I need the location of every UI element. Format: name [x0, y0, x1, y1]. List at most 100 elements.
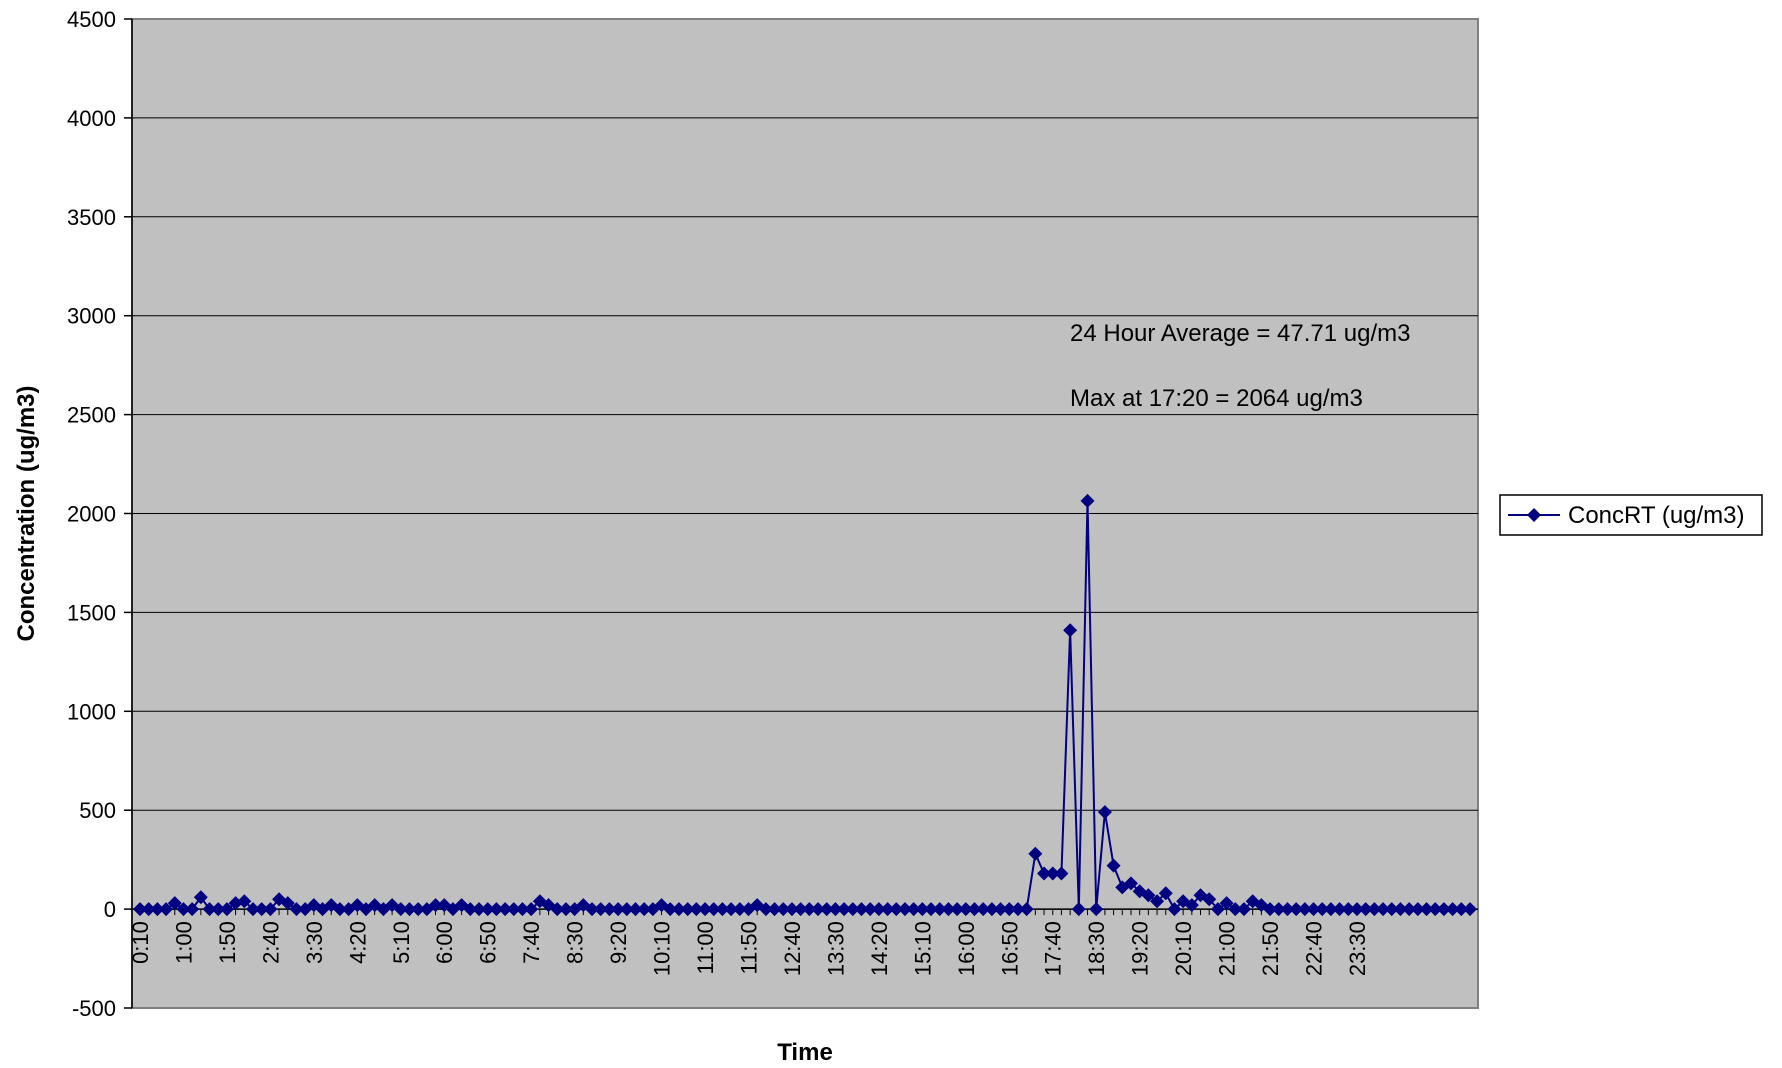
- data-point: [1280, 902, 1295, 917]
- data-point: [1236, 902, 1251, 917]
- data-point: [498, 902, 513, 917]
- data-point: [1445, 902, 1460, 917]
- data-point: [845, 902, 860, 917]
- data-point: [1297, 902, 1312, 917]
- data-point: [150, 902, 165, 917]
- data-point: [637, 902, 652, 917]
- data-point: [411, 902, 426, 917]
- data-point: [915, 902, 930, 917]
- x-tick-label: 21:00: [1215, 921, 1240, 976]
- x-tick-label: 15:10: [910, 921, 935, 976]
- y-tick-label: 2500: [67, 403, 116, 428]
- data-point: [993, 902, 1008, 917]
- x-tick-label: 21:50: [1258, 921, 1283, 976]
- data-point: [732, 902, 747, 917]
- data-point: [1263, 902, 1278, 917]
- data-point: [1341, 902, 1356, 917]
- x-tick-label: 5:10: [389, 921, 414, 964]
- data-point: [289, 902, 304, 917]
- data-point: [246, 902, 261, 917]
- data-point: [176, 902, 191, 917]
- data-point: [880, 902, 895, 917]
- y-tick-label: 500: [79, 798, 116, 823]
- data-point: [1315, 902, 1330, 917]
- data-point: [819, 902, 834, 917]
- x-tick-label: 11:50: [736, 921, 761, 974]
- x-tick-label: 13:30: [823, 921, 848, 976]
- data-point: [1384, 902, 1399, 917]
- data-point: [1071, 902, 1086, 917]
- data-point: [793, 902, 808, 917]
- data-point: [1210, 902, 1225, 917]
- data-point: [1202, 892, 1217, 907]
- data-point: [1167, 902, 1182, 917]
- data-point: [211, 902, 226, 917]
- data-point: [237, 894, 252, 909]
- data-point: [1158, 886, 1173, 901]
- data-point: [1184, 898, 1199, 913]
- data-point: [1349, 902, 1364, 917]
- data-point: [1463, 902, 1477, 917]
- legend-label: ConcRT (ug/m3): [1568, 502, 1745, 529]
- data-point: [663, 902, 678, 917]
- data-point: [263, 902, 278, 917]
- data-point: [698, 902, 713, 917]
- data-point: [602, 902, 617, 917]
- data-point: [1106, 858, 1121, 873]
- data-point: [932, 902, 947, 917]
- y-tick-label: 4500: [67, 7, 116, 32]
- legend: ConcRT (ug/m3): [1499, 494, 1763, 536]
- x-tick-label: 20:10: [1171, 921, 1196, 976]
- data-point: [802, 902, 817, 917]
- data-point: [724, 902, 739, 917]
- data-point: [854, 902, 869, 917]
- y-tick-label: -500: [72, 996, 116, 1021]
- y-tick-label: 3000: [67, 304, 116, 329]
- x-tick-label: 22:40: [1302, 921, 1327, 976]
- data-point: [628, 902, 643, 917]
- legend-marker: [1527, 508, 1541, 522]
- x-tick-label: 8:30: [563, 921, 588, 964]
- data-point: [1289, 902, 1304, 917]
- y-axis-ticks: -500 0 500 1000 1500 2000 2500 3000 3500 4000 4500: [67, 7, 132, 1021]
- data-point: [1080, 493, 1095, 508]
- data-point: [941, 902, 956, 917]
- data-point: [828, 902, 843, 917]
- data-point: [863, 902, 878, 917]
- data-point: [1376, 902, 1391, 917]
- data-point: [889, 902, 904, 917]
- data-point: [524, 902, 539, 917]
- data-point: [1402, 902, 1417, 917]
- data-point: [689, 902, 704, 917]
- data-point: [332, 902, 347, 917]
- data-point: [489, 902, 504, 917]
- data-point: [767, 902, 782, 917]
- data-point: [1306, 902, 1321, 917]
- x-tick-label: 2:40: [258, 921, 283, 964]
- x-axis-title: Time: [777, 1039, 833, 1066]
- data-point: [1323, 902, 1338, 917]
- data-point: [133, 902, 147, 917]
- x-tick-label: 23:30: [1345, 921, 1370, 976]
- x-tick-label: 11:00: [693, 921, 718, 974]
- x-tick-label: 18:30: [1084, 921, 1109, 976]
- data-point: [837, 902, 852, 917]
- x-tick-label: 6:50: [476, 921, 501, 964]
- data-point: [1141, 888, 1156, 903]
- data-point: [950, 902, 965, 917]
- data-point: [428, 898, 443, 913]
- data-point: [1228, 902, 1243, 917]
- x-tick-label: 12:40: [780, 921, 805, 976]
- data-point: [593, 902, 608, 917]
- data-point: [706, 902, 721, 917]
- data-point: [1410, 902, 1425, 917]
- x-tick-label: 1:00: [171, 921, 196, 964]
- data-point: [141, 902, 156, 917]
- data-point: [393, 902, 408, 917]
- data-point: [1271, 902, 1286, 917]
- data-point: [1358, 902, 1373, 917]
- annotation-average: 24 Hour Average = 47.71 ug/m3: [1070, 320, 1410, 347]
- data-point: [611, 902, 626, 917]
- data-point: [193, 890, 208, 905]
- x-tick-label: 6:00: [432, 921, 457, 964]
